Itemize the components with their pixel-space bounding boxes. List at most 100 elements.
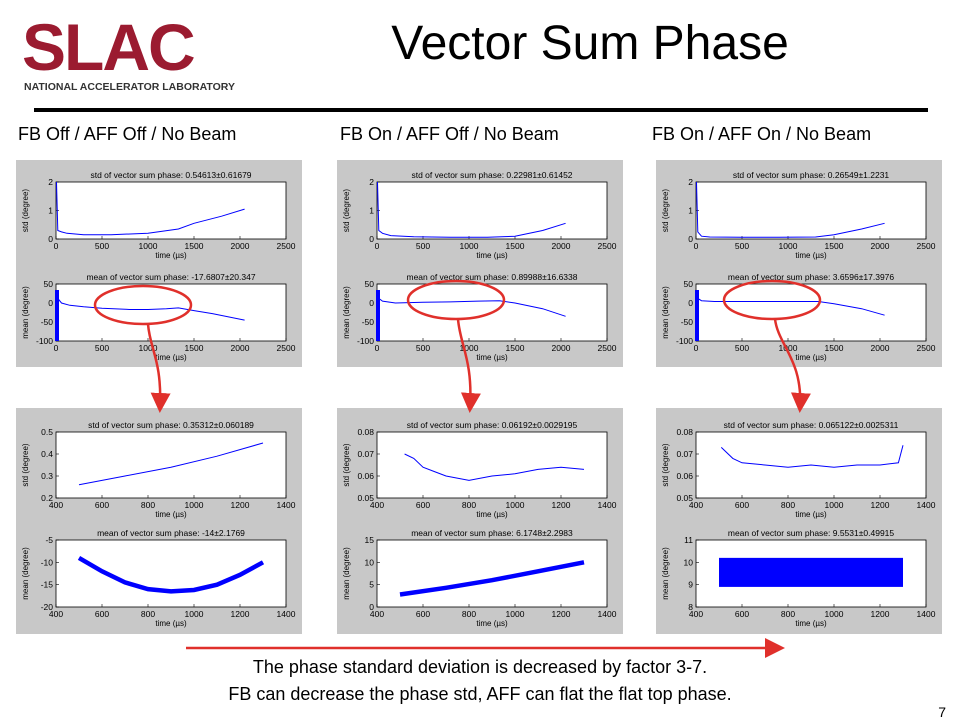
y-axis-label: std (degree) <box>661 443 670 486</box>
x-tick-label: 1200 <box>552 609 571 619</box>
slide-title: Vector Sum Phase <box>391 17 789 70</box>
chart-panel-full-3: std of vector sum phase: 0.26549±1.2231 0… <box>656 160 942 367</box>
column-heading-3: FB On / AFF On / No Beam <box>652 124 872 144</box>
subplot-bottom: mean of vector sum phase: 6.1748±2.2983 4… <box>342 528 617 628</box>
y-tick-label: 0.3 <box>41 471 53 481</box>
chart-title: mean of vector sum phase: 3.6596±17.3976 <box>728 272 895 282</box>
x-tick-label: 1400 <box>917 500 936 510</box>
x-tick-label: 1400 <box>598 500 617 510</box>
y-tick-label: -100 <box>357 336 374 346</box>
callout-arrow-2 <box>456 318 481 413</box>
x-tick-label: 0 <box>375 343 380 353</box>
series-line <box>56 181 245 236</box>
subplot-top: std of vector sum phase: 0.06192±0.00291… <box>342 420 617 519</box>
highlight-ellipse-1 <box>93 284 193 326</box>
column-heading-1: FB Off / AFF Off / No Beam <box>18 124 237 144</box>
x-tick-label: 2500 <box>917 241 936 251</box>
x-tick-label: 1000 <box>825 609 844 619</box>
x-tick-label: 800 <box>462 500 476 510</box>
y-tick-label: 0.07 <box>357 449 374 459</box>
subplot-top: std of vector sum phase: 0.22981±0.61452… <box>342 170 617 260</box>
x-tick-label: 600 <box>735 500 749 510</box>
x-axis-label: time (µs) <box>795 251 827 260</box>
axes-frame <box>55 539 287 608</box>
chart-panel-zoom-3: std of vector sum phase: 0.065122±0.0025… <box>656 408 942 634</box>
x-axis-label: time (µs) <box>476 619 508 628</box>
axes-frame <box>55 181 287 240</box>
x-tick-label: 400 <box>49 609 63 619</box>
series-line <box>720 445 904 468</box>
x-tick-label: 600 <box>95 609 109 619</box>
chart-title: mean of vector sum phase: 0.89988±16.633… <box>406 272 577 282</box>
y-tick-label: 10 <box>365 557 375 567</box>
x-tick-label: 1400 <box>917 609 936 619</box>
x-tick-label: 1000 <box>185 609 204 619</box>
x-tick-label: 2500 <box>277 241 296 251</box>
x-tick-label: 2000 <box>552 241 571 251</box>
y-tick-label: 1 <box>369 206 374 216</box>
x-tick-label: 1400 <box>277 609 296 619</box>
slac-logo: SLAC NATIONAL ACCELERATOR LABORATORY <box>22 10 235 93</box>
x-tick-label: 1500 <box>185 241 204 251</box>
x-tick-label: 800 <box>141 609 155 619</box>
y-tick-label: 0.05 <box>357 493 374 503</box>
x-tick-label: 500 <box>735 343 749 353</box>
y-tick-label: -100 <box>676 336 693 346</box>
x-axis-label: time (µs) <box>155 251 187 260</box>
callout-arrow-1 <box>146 323 171 413</box>
subplot-top: std of vector sum phase: 0.54613±0.61679… <box>21 170 296 260</box>
y-tick-label: 2 <box>688 177 693 187</box>
y-tick-label: -20 <box>41 602 54 612</box>
x-tick-label: 1500 <box>825 343 844 353</box>
y-tick-label: 0.05 <box>676 493 693 503</box>
series-line <box>399 560 585 597</box>
series-line <box>696 181 885 238</box>
chart-title: std of vector sum phase: 0.35312±0.06018… <box>88 420 254 430</box>
y-tick-label: 9 <box>688 580 693 590</box>
axes-frame <box>376 539 608 608</box>
x-tick-label: 500 <box>416 241 430 251</box>
x-tick-label: 400 <box>370 500 384 510</box>
chart-panel-zoom-1: std of vector sum phase: 0.35312±0.06018… <box>16 408 302 634</box>
x-tick-label: 0 <box>54 343 59 353</box>
caption-line-2: FB can decrease the phase std, AFF can f… <box>228 684 732 704</box>
y-tick-label: 1 <box>48 206 53 216</box>
y-axis-label: mean (degree) <box>661 547 670 600</box>
subplot-top: std of vector sum phase: 0.35312±0.06018… <box>21 420 296 519</box>
logo-text: SLAC <box>22 10 194 84</box>
y-tick-label: -50 <box>362 317 375 327</box>
y-tick-label: 50 <box>365 279 375 289</box>
x-tick-label: 500 <box>735 241 749 251</box>
chart-title: std of vector sum phase: 0.06192±0.00291… <box>407 420 578 430</box>
y-tick-label: -10 <box>41 557 54 567</box>
series-line <box>78 442 264 486</box>
chart-title: mean of vector sum phase: 6.1748±2.2983 <box>411 528 573 538</box>
x-tick-label: 600 <box>416 500 430 510</box>
x-axis-label: time (µs) <box>476 510 508 519</box>
y-tick-label: 0 <box>688 298 693 308</box>
x-tick-label: 800 <box>141 500 155 510</box>
x-tick-label: 1400 <box>598 609 617 619</box>
x-tick-label: 800 <box>781 500 795 510</box>
subplot-bottom: mean of vector sum phase: -14±2.1769 400 6… <box>21 528 296 628</box>
x-tick-label: 0 <box>375 241 380 251</box>
highlight-ellipse-2 <box>406 279 506 321</box>
caption-line-1: The phase standard deviation is decrease… <box>252 657 708 677</box>
y-tick-label: 0.2 <box>41 493 53 503</box>
x-tick-label: 600 <box>416 609 430 619</box>
x-tick-label: 1400 <box>277 500 296 510</box>
chart-title: std of vector sum phase: 0.26549±1.2231 <box>733 170 890 180</box>
x-tick-label: 1200 <box>231 609 250 619</box>
chart-title: mean of vector sum phase: -14±2.1769 <box>97 528 245 538</box>
logo-subtext: NATIONAL ACCELERATOR LABORATORY <box>24 81 235 93</box>
y-tick-label: 15 <box>365 535 375 545</box>
y-axis-label: std (degree) <box>342 443 351 486</box>
x-tick-label: 1500 <box>825 241 844 251</box>
x-tick-label: 1000 <box>185 500 204 510</box>
x-tick-label: 1500 <box>185 343 204 353</box>
x-tick-label: 2500 <box>277 343 296 353</box>
x-tick-label: 800 <box>462 609 476 619</box>
x-tick-label: 1000 <box>139 241 158 251</box>
x-tick-label: 400 <box>689 609 703 619</box>
x-axis-label: time (µs) <box>155 619 187 628</box>
